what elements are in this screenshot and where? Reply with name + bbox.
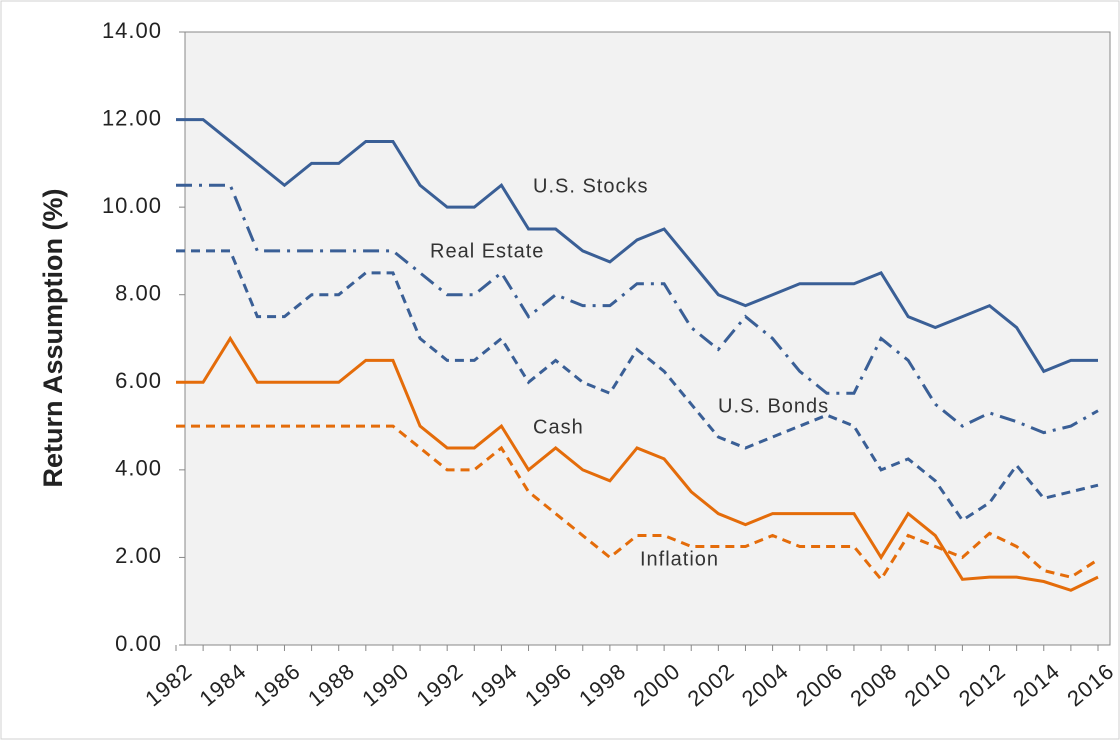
y-tick-label: 2.00	[115, 543, 162, 568]
series-line	[176, 335, 1099, 592]
series-line	[176, 249, 1099, 523]
y-tick-label: 14.00	[102, 18, 162, 43]
series-label: Inflation	[640, 548, 719, 570]
series-label: Real Estate	[430, 240, 544, 262]
y-tick-label: 12.00	[102, 105, 162, 130]
y-axis-title: Return Assumption (%)	[38, 189, 68, 488]
y-tick-label: 8.00	[115, 281, 162, 306]
series-label: U.S. Stocks	[533, 175, 648, 197]
series-line	[176, 424, 1099, 582]
series-line	[176, 118, 1098, 374]
y-tick-label: 0.00	[115, 631, 162, 656]
y-tick-label: 4.00	[115, 456, 162, 481]
series-label: Cash	[533, 416, 584, 438]
y-tick-label: 6.00	[115, 368, 162, 393]
series-line	[176, 183, 1099, 435]
y-tick-label: 10.00	[102, 193, 162, 218]
series-label: U.S. Bonds	[718, 395, 829, 417]
plot-area	[184, 31, 1111, 646]
